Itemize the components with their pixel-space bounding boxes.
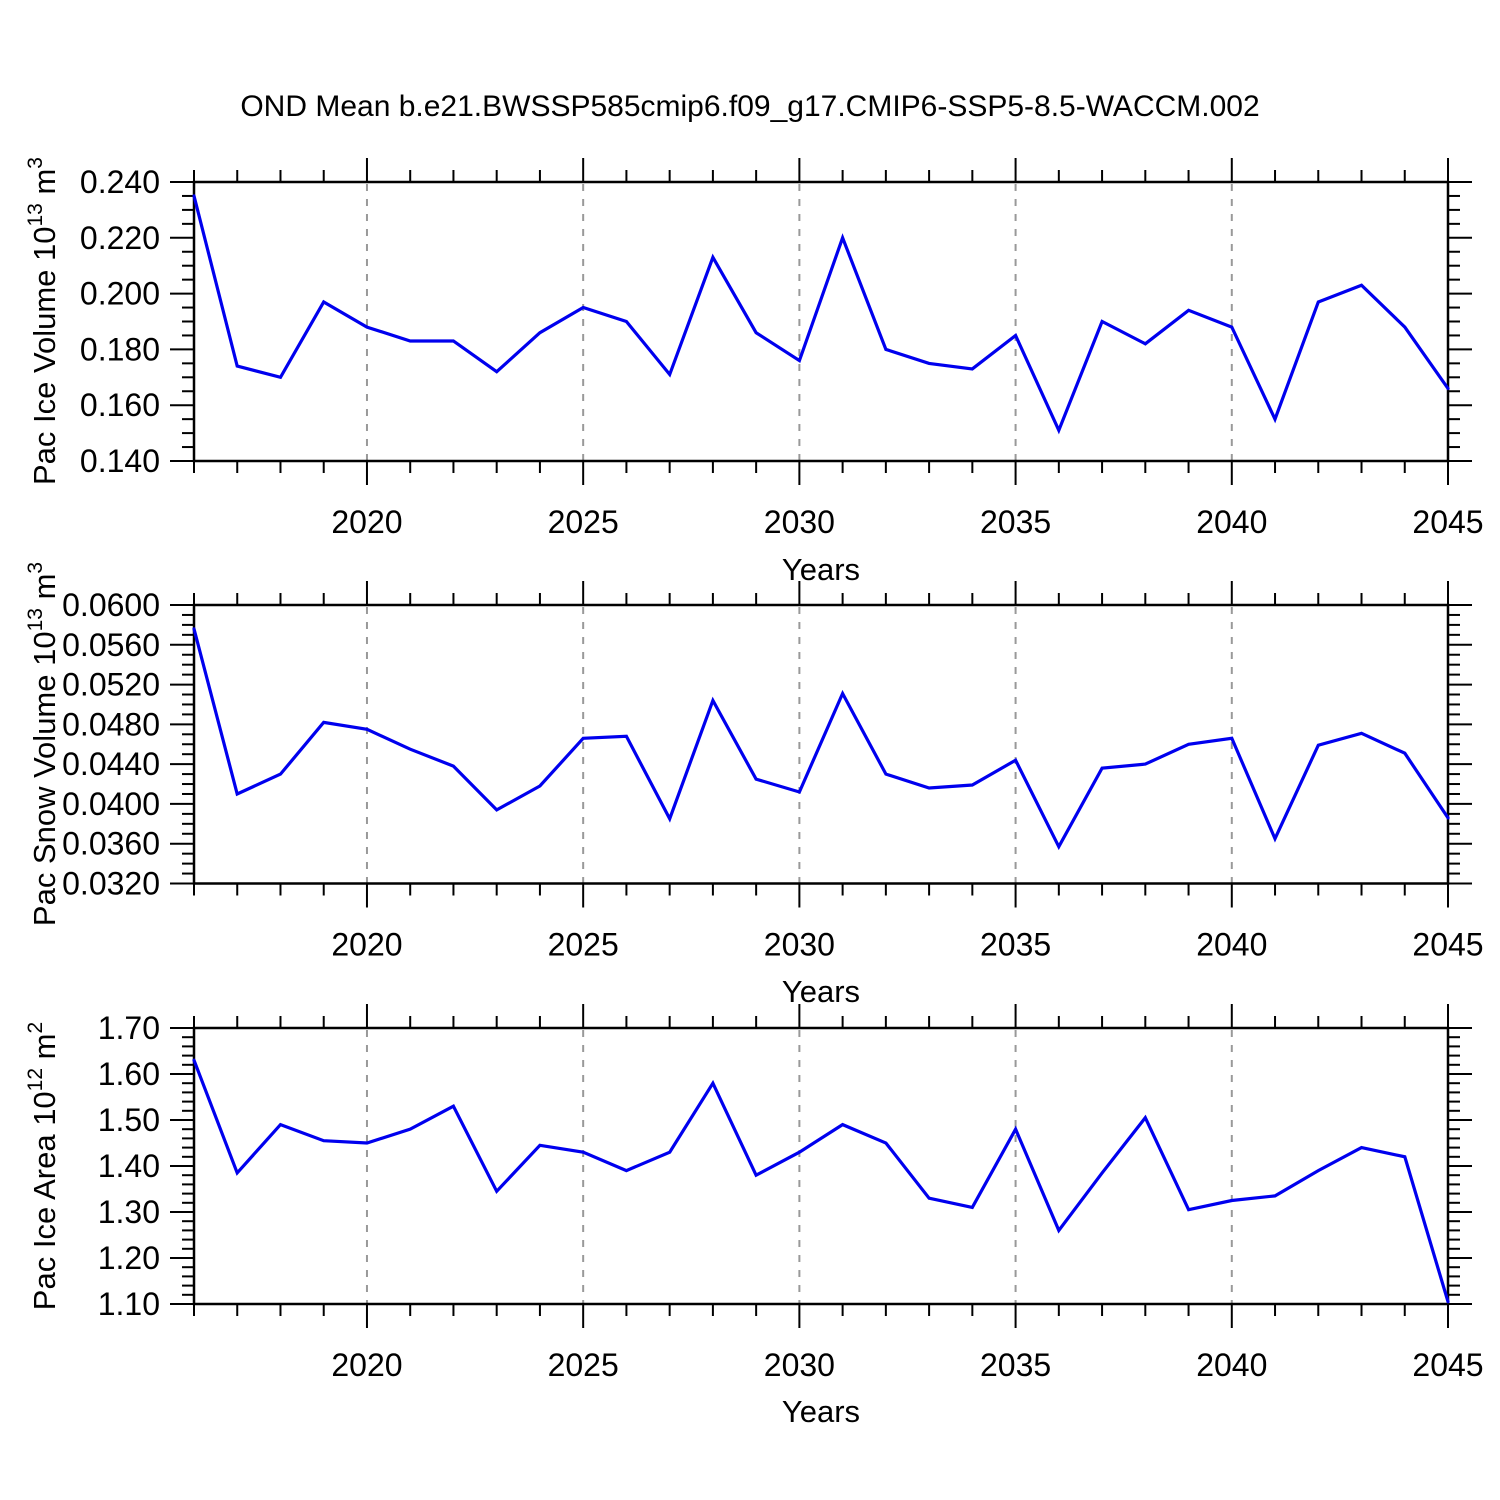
x-tick-label: 2020 (331, 927, 402, 963)
x-tick-label: 2035 (980, 927, 1051, 963)
x-tick-label: 2030 (764, 927, 835, 963)
y-tick-label: 1.60 (98, 1056, 160, 1092)
y-tick-label: 1.40 (98, 1148, 160, 1184)
x-axis-title-chart-3: Years (781, 1394, 861, 1429)
y-tick-label: 0.220 (80, 220, 160, 256)
y-tick-label: 0.0480 (62, 706, 160, 742)
y-axis-title-exponent: 13 (24, 203, 47, 227)
data-line (192, 627, 1450, 851)
x-tick-label: 2030 (764, 1347, 835, 1383)
x-tick-label: 2040 (1196, 504, 1267, 540)
y-axis-title-unit-exponent: 2 (24, 1021, 47, 1034)
data-line (192, 1058, 1450, 1304)
x-tick-label: 2025 (548, 927, 619, 963)
x-tick-label: 2020 (331, 504, 402, 540)
x-tick-label: 2020 (331, 1347, 402, 1383)
x-tick-label: 2025 (548, 504, 619, 540)
y-axis-title-unit: m (27, 573, 62, 609)
x-tick-label: 2030 (764, 504, 835, 540)
y-tick-label: 0.0400 (62, 786, 160, 822)
plot-frame (192, 180, 1450, 463)
x-tick-label: 2040 (1196, 1347, 1267, 1383)
chart-3: 1.10 1.20 1.30 1.40 1.50 1.60 1.70 2020 2025 2030… (98, 1004, 1484, 1383)
plot-frame (192, 1026, 1450, 1306)
y-tick-label: 0.140 (80, 443, 160, 479)
y-tick-label: 0.0360 (62, 826, 160, 862)
y-tick-label: 1.50 (98, 1102, 160, 1138)
plot-frame (192, 603, 1450, 885)
page-title: OND Mean b.e21.BWSSP585cmip6.f09_g17.CMI… (240, 90, 1260, 123)
y-tick-label: 0.200 (80, 276, 160, 312)
y-tick-label: 0.0320 (62, 866, 160, 902)
y-tick-label: 1.70 (98, 1010, 160, 1046)
y-tick-label: 1.20 (98, 1240, 160, 1276)
y-tick-label: 1.30 (98, 1194, 160, 1230)
y-axis-title-unit-exponent: 3 (24, 157, 47, 169)
y-axis-title-unit: m (27, 168, 62, 204)
x-tick-label: 2025 (548, 1347, 619, 1383)
x-axis-title-chart-2: Years (781, 974, 861, 1009)
y-tick-label: 0.0520 (62, 667, 160, 703)
y-tick-label: 1.10 (98, 1286, 160, 1322)
y-axis-title-unit: m (27, 1033, 62, 1068)
y-axis-title-ice-area: Pac Ice Area 1012 m2 (13, 866, 62, 1466)
y-tick-label: 0.0600 (62, 587, 160, 623)
x-tick-label: 2045 (1412, 1347, 1483, 1383)
y-axis-title-exponent: 13 (24, 608, 47, 632)
y-axis-title-text: Pac Ice Area 10 (27, 1091, 62, 1311)
y-axis-title-exponent: 12 (24, 1067, 47, 1092)
y-tick-label: 0.240 (80, 164, 160, 200)
y-tick-label: 0.0440 (62, 746, 160, 782)
x-tick-label: 2035 (980, 504, 1051, 540)
chart-1: 0.140 0.160 0.180 0.200 0.220 0.240 2020 2025 20… (80, 158, 1484, 540)
x-tick-label: 2045 (1412, 504, 1483, 540)
x-tick-label: 2045 (1412, 927, 1483, 963)
x-tick-label: 2040 (1196, 927, 1267, 963)
y-tick-label: 0.180 (80, 331, 160, 367)
y-tick-label: 0.160 (80, 387, 160, 423)
data-line (192, 194, 1450, 435)
x-tick-label: 2035 (980, 1347, 1051, 1383)
y-axis-title-unit-exponent: 3 (24, 561, 47, 574)
y-tick-label: 0.0560 (62, 627, 160, 663)
x-axis-title-chart-1: Years (781, 552, 861, 587)
